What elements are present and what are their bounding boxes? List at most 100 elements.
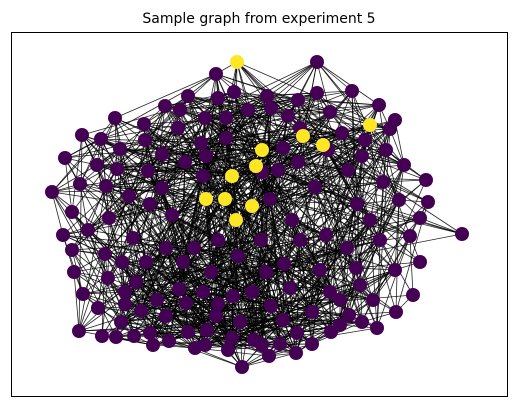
graph-node: [76, 287, 90, 301]
graph-edge: [297, 99, 324, 146]
graph-edge: [224, 198, 327, 236]
graph-node: [155, 147, 169, 161]
graph-edge: [205, 117, 227, 157]
graph-node: [335, 126, 349, 140]
graph-node: [319, 228, 333, 242]
graph-node: [158, 99, 172, 113]
graph-edge: [105, 175, 204, 187]
graph-node: [277, 257, 291, 271]
graph-edge: [322, 144, 374, 301]
graph-edge: [302, 135, 366, 141]
graph-node: [259, 265, 273, 279]
graph-node: [102, 211, 116, 225]
graph-node: [372, 98, 386, 112]
graph-node: [363, 213, 377, 227]
graph-edge: [187, 321, 363, 333]
graph-edge: [71, 148, 121, 213]
graph-node: [349, 261, 363, 275]
graph-node: [73, 177, 87, 191]
graph-node: [289, 346, 303, 360]
graph-edge: [364, 139, 384, 183]
graph-edge: [260, 239, 291, 289]
graph-node: [188, 341, 202, 355]
graph-node: [211, 91, 225, 105]
graph-node: [176, 255, 190, 269]
graph-node-highlighted: [225, 169, 239, 183]
graph-edge: [330, 199, 400, 333]
graph-node: [172, 282, 186, 296]
graph-edge: [297, 90, 353, 101]
graph-node: [196, 285, 210, 299]
graph-edge: [206, 329, 332, 333]
graph-edge: [73, 239, 262, 273]
graph-edge: [87, 169, 279, 231]
graph-node: [209, 309, 223, 323]
graph-edge: [51, 117, 116, 193]
plot-frame: [11, 32, 508, 397]
graph-node: [95, 329, 109, 343]
graph-edge: [231, 107, 272, 177]
graph-node: [388, 113, 402, 127]
graph-edge: [87, 229, 123, 263]
graph-edge: [124, 165, 257, 305]
graph-node: [134, 304, 148, 318]
node-layer: [45, 55, 469, 374]
graph-edge: [237, 255, 313, 313]
graph-edge: [316, 61, 387, 151]
graph-node: [263, 192, 277, 206]
graph-node: [114, 315, 128, 329]
graph-node: [127, 329, 141, 343]
graph-node: [143, 197, 157, 211]
graph-edge: [51, 164, 98, 193]
graph-edge: [231, 219, 237, 339]
graph-node: [293, 233, 307, 247]
graph-node: [113, 142, 127, 156]
graph-edge: [217, 90, 353, 99]
graph-node: [350, 197, 364, 211]
graph-node: [108, 111, 122, 125]
graph-node-highlighted: [245, 199, 259, 213]
graph-node: [171, 121, 185, 135]
graph-node: [389, 305, 403, 319]
graph-node: [211, 233, 225, 247]
graph-edge: [187, 171, 263, 333]
graph-edge: [149, 155, 207, 205]
graph-edge: [225, 127, 301, 139]
graph-node: [305, 337, 319, 351]
graph-edge: [145, 198, 207, 263]
graph-node: [264, 101, 278, 115]
graph-edge: [184, 161, 233, 177]
graph-edge: [205, 117, 227, 200]
graph-edge: [205, 155, 217, 317]
graph-edge: [119, 148, 463, 235]
graph-edge: [179, 109, 263, 151]
graph-edge: [64, 157, 73, 213]
graph-node: [254, 233, 268, 247]
graph-edge: [161, 153, 207, 157]
graph-node: [141, 164, 155, 178]
graph-node: [204, 265, 218, 279]
graph-node: [118, 285, 132, 299]
graph-edge: [225, 117, 299, 163]
graph-edge: [161, 175, 204, 189]
graph-node: [143, 326, 157, 340]
graph-node: [162, 334, 176, 348]
graph-edge: [182, 117, 227, 263]
graph-edge: [144, 137, 227, 141]
graph-edge: [295, 311, 313, 354]
graph-edge: [347, 169, 371, 221]
graph-edge: [185, 219, 237, 304]
graph-edge: [277, 169, 411, 237]
graph-node: [200, 323, 214, 337]
graph-edge: [204, 344, 297, 354]
graph-edge: [179, 91, 235, 111]
graph-edge: [269, 198, 371, 221]
graph-edge: [235, 219, 255, 341]
graph-edge: [302, 135, 313, 313]
graph-node: [196, 169, 210, 183]
graph-edge: [114, 73, 217, 119]
graph-node: [150, 293, 164, 307]
graph-edge: [161, 135, 304, 155]
graph-edge: [105, 185, 163, 189]
graph-edge: [73, 271, 80, 332]
